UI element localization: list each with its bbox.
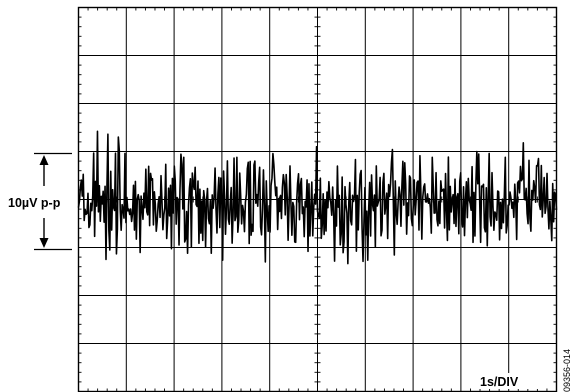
amplitude-label: 10µV p-p [8,196,61,210]
amplitude-marker [6,152,76,251]
timebase-label: 1s/DIV [480,375,519,389]
figure-id-label: 09356-014 [562,349,572,392]
timebase-label-bg [478,373,538,389]
noise-trace [77,130,558,265]
